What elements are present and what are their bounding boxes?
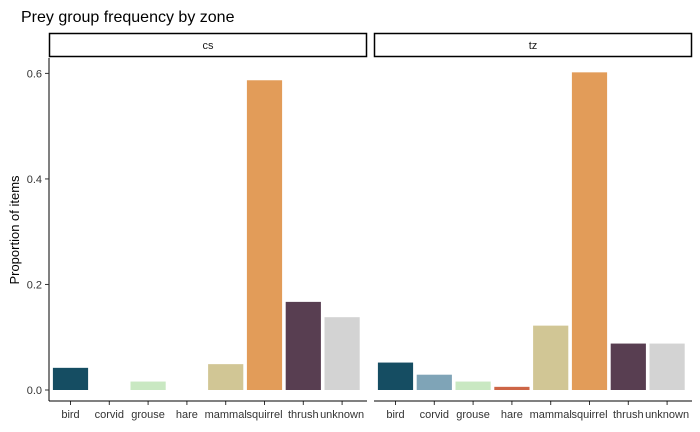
panels: 0.0 0.2 0.4 0.6 cs bird corvid grouse hare mammal… <box>27 32 693 421</box>
y-tick-label: 0.6 <box>27 68 42 80</box>
facet-strip-label: cs <box>203 40 215 52</box>
bar-tz-unknown <box>649 343 685 390</box>
x-tick-label: hare <box>501 409 523 421</box>
x-tick-label: grouse <box>456 409 490 421</box>
y-tick-label: 0.0 <box>27 385 42 397</box>
facet-strip-label: tz <box>529 40 538 52</box>
x-tick-label: bird <box>61 409 79 421</box>
bar-tz-bird <box>377 362 414 390</box>
y-axis-title: Proportion of items <box>7 175 22 285</box>
panel-tz: tz bird corvid grouse hare mammal squirrel thru… <box>373 32 693 421</box>
chart-title: Prey group frequency by zone <box>21 9 235 26</box>
x-tick-label: thrush <box>613 409 644 421</box>
bar-tz-squirrel <box>571 72 608 390</box>
x-tick-label: squirrel <box>246 409 282 421</box>
x-tick-label: thrush <box>288 409 319 421</box>
x-tick-label: grouse <box>131 409 165 421</box>
y-tick-label: 0.2 <box>27 279 42 291</box>
facet-strip <box>48 32 368 58</box>
y-tick-label: 0.4 <box>27 174 42 186</box>
x-tick-label: corvid <box>95 409 124 421</box>
bar-cs-squirrel <box>246 80 283 390</box>
x-tick-label: squirrel <box>571 409 607 421</box>
bar-cs-bird <box>52 367 89 390</box>
x-tick-label: mammal <box>205 409 247 421</box>
panel-cs: cs bird corvid grouse hare mammal squirrel thru… <box>48 32 368 421</box>
bar-tz-grouse <box>455 381 491 390</box>
x-tick-label: hare <box>176 409 198 421</box>
x-tick-label: unknown <box>320 409 364 421</box>
x-tick-label: unknown <box>645 409 689 421</box>
bar-tz-thrush <box>610 343 646 390</box>
bar-cs-grouse <box>130 381 166 390</box>
bar-cs-unknown <box>324 317 360 390</box>
x-tick-label: mammal <box>530 409 572 421</box>
bar-tz-hare <box>494 386 530 390</box>
bar-tz-corvid <box>416 374 452 390</box>
facet-strip <box>373 32 693 58</box>
bar-cs-thrush <box>285 301 321 390</box>
bar-tz-mammal <box>533 325 569 390</box>
bar-cs-mammal <box>208 364 244 390</box>
x-tick-label: corvid <box>420 409 449 421</box>
x-tick-label: bird <box>386 409 404 421</box>
